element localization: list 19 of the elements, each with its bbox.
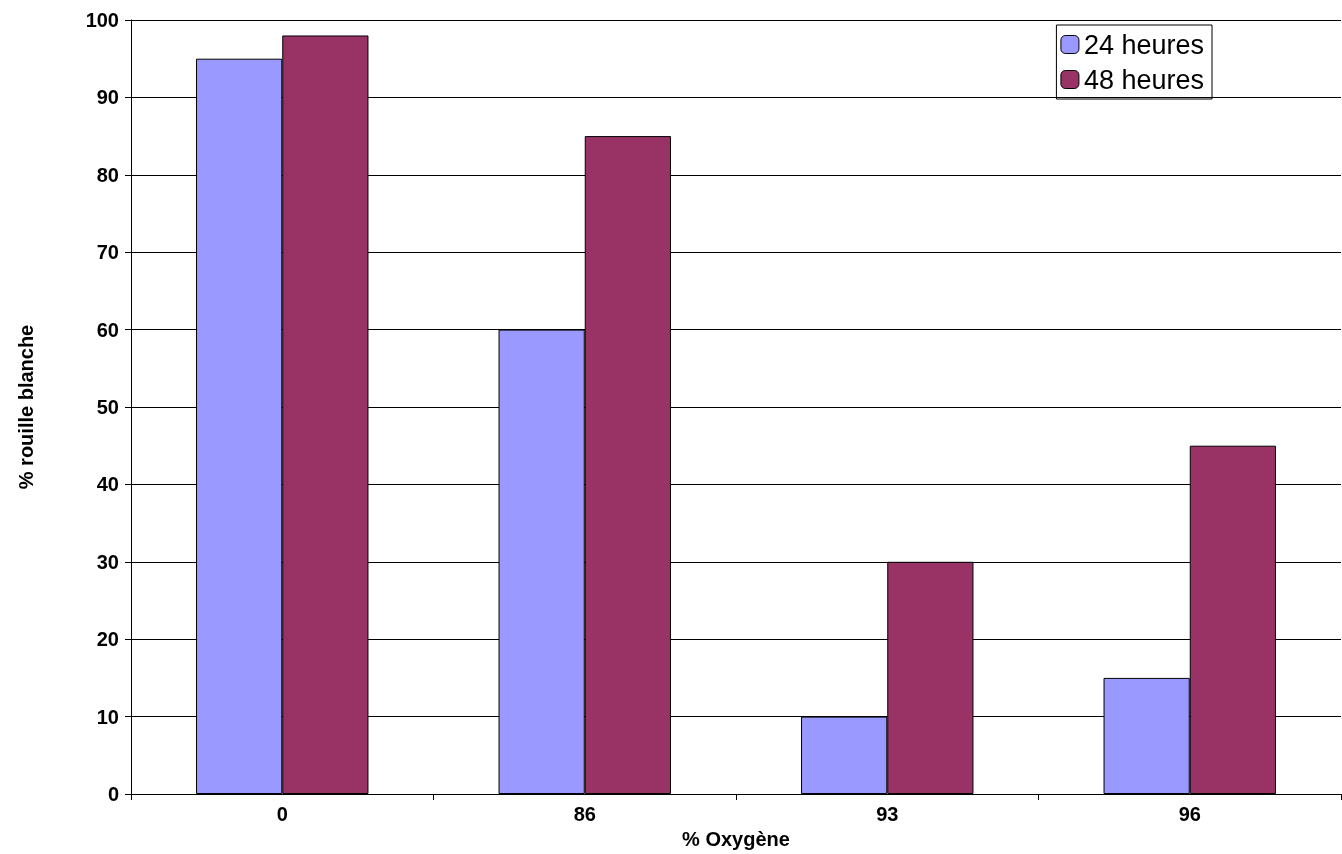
y-axis-title: % rouille blanche [15, 324, 37, 490]
x-tick-label: 0 [276, 803, 288, 825]
y-tick-label: 20 [96, 628, 119, 651]
x-tick-label: 93 [876, 803, 899, 825]
x-tick-label: 86 [573, 803, 596, 825]
legend-label: 48 heures [1083, 64, 1204, 95]
y-tick-label: 50 [96, 396, 119, 418]
y-tick-label: 90 [96, 86, 119, 109]
y-tick-label: 60 [96, 318, 119, 341]
y-tick-label: 0 [107, 783, 119, 805]
legend-label: 24 heures [1083, 29, 1204, 60]
y-tick-label: 40 [96, 473, 119, 496]
x-tick-label: 96 [1178, 803, 1201, 825]
y-tick-label: 80 [96, 163, 119, 186]
y-tick-label: 70 [96, 241, 119, 264]
y-tick-label: 30 [96, 550, 119, 573]
y-tick-label: 10 [96, 705, 119, 728]
x-axis-title: % Oxygène [682, 827, 790, 850]
y-tick-label: 100 [85, 9, 119, 31]
